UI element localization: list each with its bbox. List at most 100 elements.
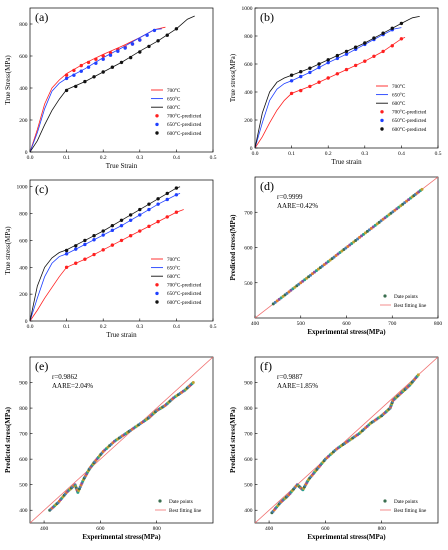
- y-tick-label: 0: [25, 319, 28, 325]
- data-point: [308, 84, 312, 89]
- data-point: [174, 27, 179, 31]
- data-point: [128, 213, 133, 217]
- y-tick-label: 400: [244, 90, 253, 96]
- x-tick-label: 700: [388, 321, 397, 327]
- data-point: [138, 38, 142, 42]
- data-point: [74, 247, 78, 251]
- y-axis-label: Predicted stress(MPa): [229, 214, 237, 281]
- x-tick-label: 800: [434, 321, 443, 327]
- data-point: [147, 44, 151, 49]
- data-point: [335, 72, 340, 76]
- data-point: [119, 238, 124, 243]
- data-point: [353, 45, 358, 49]
- data-point: [92, 238, 96, 242]
- legend: Date points Best fitting line: [155, 499, 202, 514]
- data-point: [64, 252, 69, 256]
- data-point: [353, 63, 358, 68]
- x-tick-label: 400: [265, 526, 274, 532]
- data-point: [165, 197, 169, 202]
- series-line-0: [30, 209, 184, 321]
- data-point: [123, 46, 127, 50]
- data-point: [299, 88, 303, 93]
- plot-area: [30, 186, 184, 321]
- data-point: [138, 213, 142, 217]
- y-tick-label: 0: [25, 150, 28, 156]
- stat-annotation: r=0.9887: [277, 373, 303, 381]
- x-tick-label: 600: [342, 321, 351, 327]
- plot-area: [30, 15, 195, 152]
- data-point: [147, 224, 151, 229]
- x-tick-label: 0.2: [100, 324, 107, 330]
- y-tick-label: 700: [244, 210, 253, 216]
- data-point: [101, 229, 105, 233]
- y-tick-label: 800: [19, 212, 28, 218]
- data-point: [101, 70, 105, 74]
- y-tick-label: 900: [244, 381, 253, 387]
- legend-label-0: 700°C: [167, 256, 181, 263]
- data-point: [335, 56, 340, 61]
- data-point: [64, 248, 69, 253]
- legend-marker-3: [155, 114, 159, 118]
- data-point: [344, 67, 349, 72]
- data-point: [317, 80, 321, 84]
- data-point: [128, 55, 133, 60]
- data-point: [390, 26, 394, 30]
- legend-label-3: 700°C-predicted: [167, 282, 202, 289]
- legend-label-4: 650°C-predicted: [392, 117, 427, 124]
- data-point: [83, 79, 87, 84]
- legend-marker-4: [155, 291, 159, 296]
- legend-marker-3: [380, 110, 384, 114]
- panel-label: (b): [260, 10, 274, 24]
- panel-e: 400 600 800 400 500 600 700 800 900 Experimental …: [4, 356, 214, 541]
- y-tick-label: 500: [19, 483, 28, 489]
- series-line-1: [30, 28, 162, 152]
- panel-label: (d): [260, 179, 274, 193]
- legend-label-3: 700°C-predicted: [167, 113, 202, 120]
- legend-label-2: 600°C: [167, 273, 181, 280]
- x-axis-label: True Strain: [106, 162, 138, 170]
- x-tick-label: 0.0: [27, 155, 34, 161]
- legend-label-5: 600°C-predicted: [392, 126, 427, 133]
- data-point: [420, 187, 424, 191]
- y-axis-label: True Stress(MPa): [4, 55, 12, 105]
- x-tick-label: 0.0: [27, 324, 34, 330]
- data-point: [116, 49, 120, 53]
- data-point: [191, 381, 195, 385]
- x-tick-label: 0.4: [173, 324, 180, 330]
- legend-marker-4: [155, 122, 159, 127]
- y-tick-label: 600: [244, 246, 253, 252]
- legend-label-points: Date points: [394, 294, 418, 300]
- legend-marker-4: [380, 118, 384, 123]
- plot-frame: [254, 356, 439, 524]
- legend: Date points Best fitting line: [380, 294, 427, 309]
- y-tick-label: 600: [244, 457, 253, 463]
- legend-marker-3: [155, 283, 159, 287]
- x-tick-label: 0.5: [210, 155, 217, 161]
- x-tick-label: 0.1: [63, 324, 70, 330]
- data-point: [64, 265, 69, 269]
- data-point: [308, 66, 312, 70]
- legend-label-2: 600°C: [392, 100, 406, 107]
- x-tick-label: 800: [153, 526, 162, 532]
- data-point: [94, 57, 98, 61]
- data-point: [79, 69, 83, 73]
- plot-area: [255, 357, 438, 523]
- x-tick-label: 0.3: [136, 155, 143, 161]
- data-point: [344, 49, 349, 54]
- data-point: [174, 186, 179, 190]
- data-point: [108, 53, 113, 57]
- data-point: [138, 50, 142, 54]
- data-point: [326, 58, 330, 62]
- data-point: [147, 207, 151, 212]
- data-point: [299, 74, 303, 79]
- data-point: [74, 261, 78, 265]
- data-point: [110, 65, 115, 69]
- x-tick-label: 400: [40, 526, 49, 532]
- y-tick-label: 900: [19, 381, 28, 387]
- legend-label-4: 650°C-predicted: [167, 290, 202, 297]
- y-tick-label: 600: [19, 457, 28, 463]
- data-point: [174, 210, 179, 214]
- x-axis-label: True strain: [106, 331, 137, 339]
- y-tick-label: 800: [19, 22, 28, 28]
- panel-label: (e): [35, 359, 48, 373]
